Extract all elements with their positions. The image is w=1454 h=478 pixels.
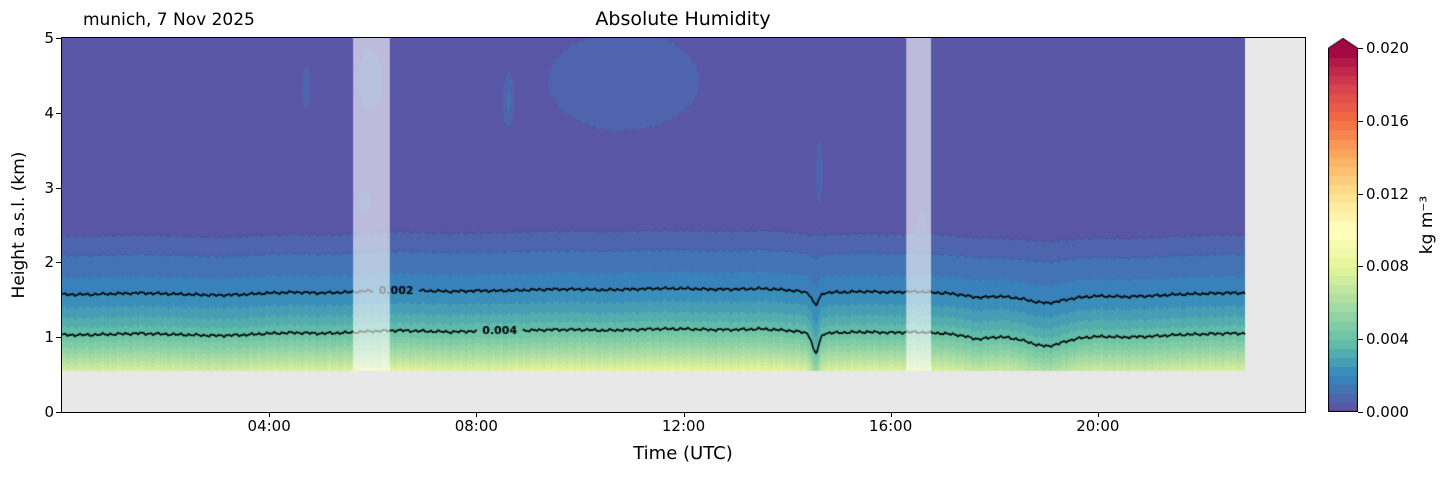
colorbar-tick-mark xyxy=(1358,412,1363,413)
colorbar-tick-label: 0.004 xyxy=(1366,330,1409,349)
plot-area xyxy=(61,37,1306,413)
y-tick-mark xyxy=(56,337,61,339)
x-tick-label: 12:00 xyxy=(661,417,706,435)
x-tick-label: 04:00 xyxy=(247,417,291,435)
x-axis-label: Time (UTC) xyxy=(633,443,733,464)
colorbar-tick-mark xyxy=(1358,48,1363,49)
y-tick-mark xyxy=(56,412,61,413)
colorbar-tick-label: 0.020 xyxy=(1366,39,1409,57)
x-tick-label: 20:00 xyxy=(1076,417,1120,435)
y-tick-label: 2 xyxy=(44,253,54,272)
colorbar xyxy=(1328,38,1358,412)
x-tick-label: 16:00 xyxy=(869,417,913,435)
colorbar-tick-mark xyxy=(1358,266,1363,268)
colorbar-tick-mark xyxy=(1358,193,1363,195)
station-date-label: munich, 7 Nov 2025 xyxy=(83,10,255,30)
y-tick-label: 3 xyxy=(44,178,54,197)
contour-plot-canvas xyxy=(62,38,1305,412)
colorbar-tick-label: 0.008 xyxy=(1366,257,1409,276)
colorbar-tick-mark xyxy=(1358,120,1363,122)
colorbar-tick-label: 0.012 xyxy=(1366,184,1409,203)
y-tick-label: 4 xyxy=(44,103,54,122)
y-tick-mark xyxy=(56,187,61,189)
x-tick-mark xyxy=(683,412,685,417)
x-tick-mark xyxy=(890,412,892,417)
y-tick-label: 0 xyxy=(44,403,54,421)
x-tick-mark xyxy=(476,412,478,417)
colorbar-tick-label: 0.016 xyxy=(1366,111,1409,130)
y-tick-label: 1 xyxy=(44,328,54,347)
y-axis-label: Height a.s.l. (km) xyxy=(9,151,29,299)
colorbar-tick-label: 0.000 xyxy=(1366,403,1409,421)
x-tick-mark xyxy=(269,412,271,417)
x-tick-label: 08:00 xyxy=(454,417,498,435)
colorbar-unit-label: kg m⁻³ xyxy=(1417,195,1437,255)
y-tick-label: 5 xyxy=(44,29,54,47)
y-tick-mark xyxy=(56,262,61,264)
y-tick-mark xyxy=(56,112,61,114)
colorbar-tick-mark xyxy=(1358,339,1363,341)
chart-title: Absolute Humidity xyxy=(595,8,771,30)
x-tick-mark xyxy=(1097,412,1099,417)
y-tick-mark xyxy=(56,38,61,39)
